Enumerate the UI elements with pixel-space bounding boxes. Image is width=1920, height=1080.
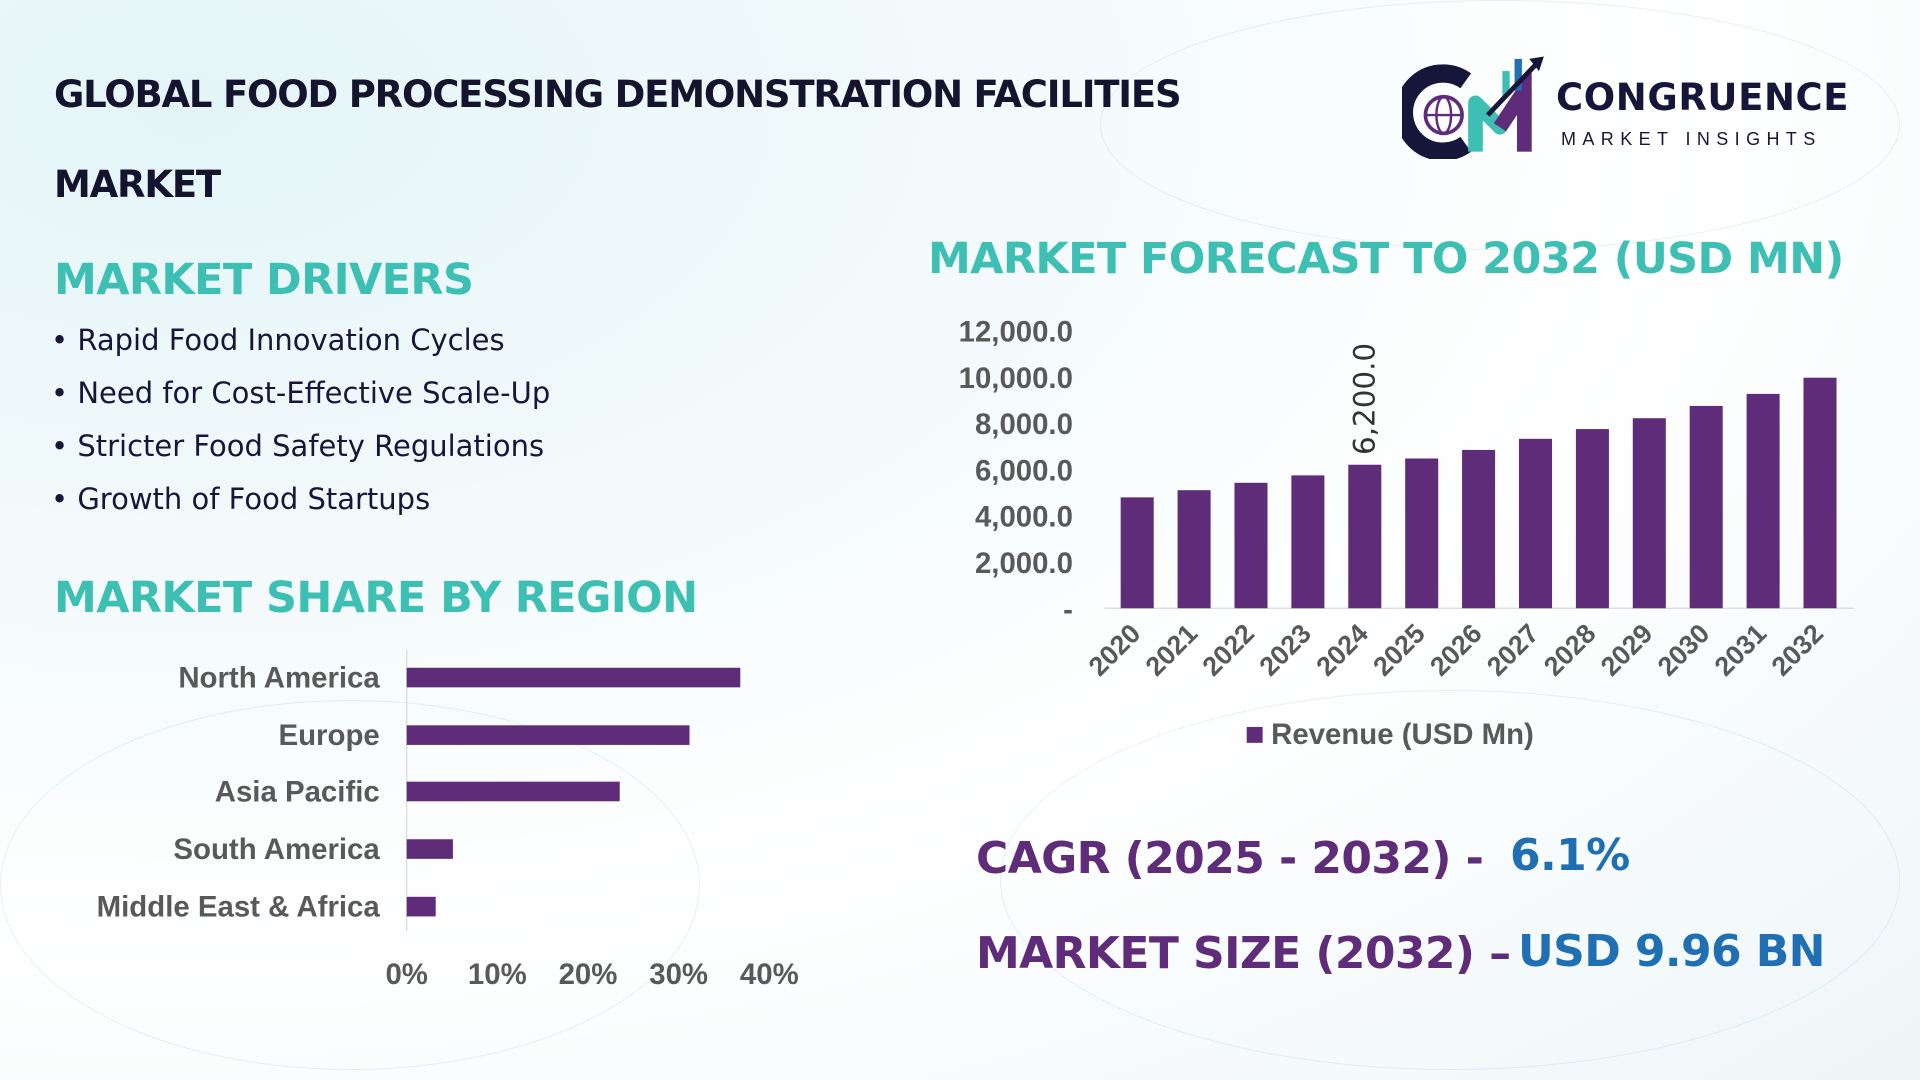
drivers-heading: MARKET DRIVERS	[54, 255, 474, 305]
x-tick-label: 2029	[1595, 618, 1659, 682]
bar-2025	[1405, 458, 1439, 609]
y-tick-label: 4,000.0	[975, 501, 1073, 534]
y-tick-label: -	[1063, 593, 1073, 626]
logo-mark-icon	[1394, 56, 1544, 161]
bar-2027	[1518, 438, 1553, 609]
logo-brand: CONGRUENCE	[1556, 76, 1850, 119]
market-size-value: USD 9.96 BN	[1518, 926, 1826, 977]
logo: CONGRUENCE MARKET INSIGHTS	[1394, 54, 1867, 161]
bar-2023	[1291, 475, 1325, 609]
x-tick-label: 2030	[1652, 618, 1716, 682]
bar-asia-pacific	[406, 781, 620, 802]
driver-item: • Growth of Food Startups	[51, 482, 431, 516]
y-tick-label: 10,000.0	[959, 362, 1073, 395]
cagr-label: CAGR (2025 - 2032) -	[976, 833, 1484, 884]
page-title-line1: GLOBAL FOOD PROCESSING DEMONSTRATION FAC…	[54, 73, 1182, 116]
x-tick-label: 2024	[1310, 618, 1374, 682]
bar-europe	[406, 725, 690, 745]
driver-text: Need for Cost-Effective Scale-Up	[77, 376, 551, 410]
market-size-label: MARKET SIZE (2032) –	[976, 928, 1511, 979]
y-tick-label: 6,000.0	[975, 454, 1073, 487]
category-label: Europe	[278, 719, 379, 752]
driver-text: Growth of Food Startups	[77, 482, 431, 516]
x-tick-label: 20%	[559, 958, 618, 991]
driver-text: Rapid Food Innovation Cycles	[77, 323, 505, 357]
y-tick-label: 12,000.0	[959, 315, 1073, 348]
bar-2031	[1746, 393, 1780, 609]
x-tick-label: 2031	[1709, 618, 1773, 682]
category-label: North America	[178, 661, 380, 694]
category-label: Middle East & Africa	[97, 890, 381, 923]
x-tick-label: 2021	[1140, 618, 1204, 682]
x-tick-label: 2032	[1766, 618, 1830, 682]
bar-north-america	[406, 667, 741, 688]
x-tick-label: 2025	[1367, 618, 1431, 682]
drivers-list: • Rapid Food Innovation Cycles • Need fo…	[51, 323, 550, 535]
bar-2028	[1575, 429, 1609, 609]
bar-2024	[1348, 464, 1382, 609]
x-tick-label: 0%	[385, 958, 427, 991]
region-chart-title: MARKET SHARE BY REGION	[54, 573, 698, 623]
x-tick-label: 2020	[1083, 618, 1147, 682]
region-share-chart: North America Europe Asia Pacific South Ame…	[97, 649, 799, 991]
background-wave	[1000, 690, 1900, 1070]
background-wave	[0, 700, 700, 1070]
bar-middle-east-africa	[406, 896, 436, 917]
page-title-line2: MARKET	[54, 163, 221, 206]
bar-2022	[1234, 482, 1268, 609]
forecast-chart-title: MARKET FORECAST TO 2032 (USD MN)	[928, 234, 1844, 284]
logo-tagline: MARKET INSIGHTS	[1561, 129, 1822, 149]
bar-2029	[1632, 418, 1666, 609]
driver-item: • Stricter Food Safety Regulations	[51, 429, 545, 463]
category-label: Asia Pacific	[215, 775, 380, 808]
data-label: 6,200.0	[1348, 343, 1382, 455]
x-tick-label: 2027	[1481, 618, 1545, 682]
bar-2030	[1689, 405, 1723, 609]
cagr-value: 6.1%	[1510, 830, 1630, 881]
x-tick-label: 2026	[1424, 618, 1488, 682]
bar-2026	[1462, 449, 1496, 609]
bar-south-america	[406, 839, 453, 859]
legend-swatch	[1246, 726, 1263, 743]
x-tick-label: 40%	[740, 958, 799, 991]
x-tick-label: 30%	[649, 958, 708, 991]
y-tick-label: 8,000.0	[975, 408, 1073, 441]
x-tick-label: 2023	[1253, 618, 1317, 682]
forecast-chart: - 2,000.0 4,000.0 6,000.0 8,000.0 10,000.0 12,…	[959, 315, 1855, 751]
category-label: South America	[173, 833, 380, 866]
driver-item: • Need for Cost-Effective Scale-Up	[51, 376, 551, 410]
x-tick-label: 2028	[1538, 618, 1602, 682]
bar-2021	[1177, 490, 1211, 609]
x-tick-label: 10%	[468, 958, 527, 991]
x-tick-label: 2022	[1197, 618, 1261, 682]
driver-text: Stricter Food Safety Regulations	[77, 429, 545, 463]
bar-2032	[1803, 377, 1837, 609]
y-tick-label: 2,000.0	[975, 547, 1073, 580]
background-wave	[1100, 0, 1900, 250]
bar-2020	[1120, 497, 1154, 609]
driver-item: • Rapid Food Innovation Cycles	[51, 323, 505, 357]
legend-label: Revenue (USD Mn)	[1271, 718, 1534, 751]
